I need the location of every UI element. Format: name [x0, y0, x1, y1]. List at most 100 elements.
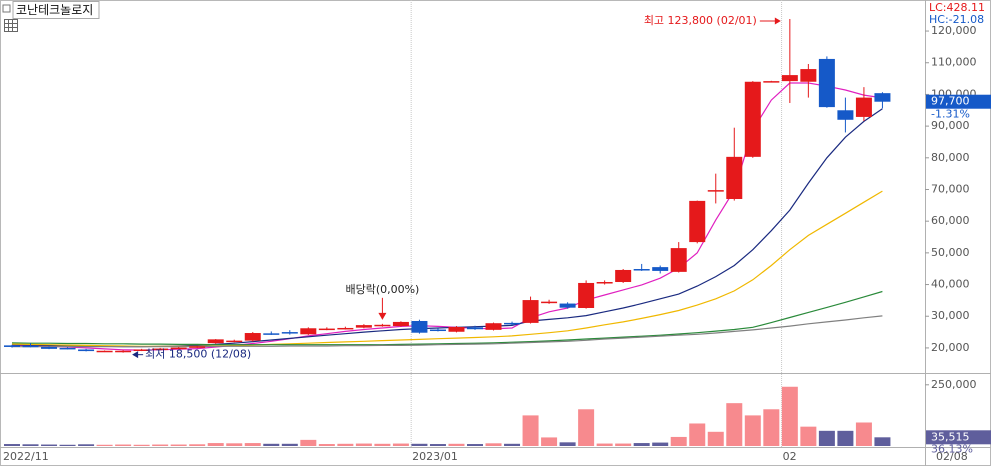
candle-body — [4, 345, 20, 347]
candle-body — [170, 347, 187, 350]
y-tick-label: 80,000 — [931, 151, 970, 164]
x-tick-label: 2022/11 — [3, 450, 49, 463]
candle-body — [485, 323, 502, 330]
candle-body — [41, 346, 58, 349]
candle-body — [133, 349, 150, 352]
volume-bar — [355, 443, 372, 446]
candle-body — [448, 327, 465, 332]
volume-bar — [429, 444, 446, 446]
candle-body — [355, 325, 372, 328]
volume-bar — [41, 444, 58, 446]
title-box[interactable] — [12, 1, 100, 19]
y-tick-label: 20,000 — [931, 341, 970, 354]
candle-body — [874, 93, 891, 102]
last-volume-box — [926, 430, 991, 445]
last-price-box — [926, 94, 991, 109]
candle-body — [689, 200, 706, 243]
volume-bar — [522, 415, 539, 446]
y-tick-label: 40,000 — [931, 278, 970, 291]
volume-bar — [318, 444, 335, 446]
candle-body — [578, 282, 595, 308]
volume-bar — [707, 431, 724, 446]
candle-body — [670, 248, 687, 272]
volume-bar — [337, 443, 354, 446]
volume-bar — [4, 444, 20, 446]
volume-bar — [115, 444, 132, 446]
dividend-annotation: 배당락(0,00%) — [345, 283, 419, 296]
y-tick-label: 110,000 — [931, 56, 977, 69]
volume-bar — [615, 443, 632, 446]
grid-icon[interactable] — [4, 19, 18, 32]
volume-bar — [133, 444, 150, 446]
candle-body — [411, 320, 428, 333]
candle-body — [504, 322, 521, 325]
candle-body — [300, 328, 317, 335]
volume-bar — [855, 422, 872, 446]
volume-bar — [374, 443, 391, 446]
volume-bar — [300, 439, 317, 446]
candle-body — [429, 329, 446, 332]
candle-body — [78, 349, 95, 352]
candle-body — [726, 156, 743, 199]
volume-bar — [670, 436, 687, 446]
volume-bar — [559, 442, 576, 446]
moving-average — [11, 290, 883, 346]
volume-ratio: 36.13% — [931, 442, 973, 455]
candle-body — [652, 267, 669, 271]
volume-bar — [467, 444, 483, 446]
candle-body — [596, 282, 613, 284]
candle-body — [22, 345, 39, 348]
candle-body — [374, 324, 391, 327]
volume-bar — [818, 430, 835, 446]
candle-body — [152, 348, 169, 351]
y-tick-label: 120,000 — [931, 24, 977, 37]
candle-body — [207, 339, 224, 344]
candle-body — [781, 75, 798, 82]
candle-body — [633, 269, 650, 271]
lc-label: LC:428.11 — [929, 1, 985, 14]
change-rate: -1.31% — [931, 108, 970, 121]
volume-bar — [633, 443, 650, 446]
volume-bar — [152, 444, 169, 446]
low-annotation: 최저 18,500 (12/08) — [145, 348, 251, 361]
volume-bar — [504, 443, 521, 446]
volume-bar — [578, 409, 595, 446]
candle-body — [615, 269, 632, 283]
volume-bar — [596, 443, 613, 446]
y-tick-label: 90,000 — [931, 119, 970, 132]
y-tick-label: 60,000 — [931, 214, 970, 227]
volume-bar — [800, 426, 817, 446]
dividend-arrowhead — [378, 312, 387, 320]
candle-body — [115, 350, 132, 353]
volume-bar — [189, 444, 206, 446]
candle-body — [263, 333, 280, 335]
volume-bar — [226, 443, 243, 446]
candle-body — [541, 301, 558, 304]
candle-body — [467, 327, 483, 330]
volume-bar — [763, 409, 780, 446]
volume-bar — [652, 442, 669, 446]
candle-body — [318, 328, 335, 331]
stock-name: 코난테크놀로지 — [16, 3, 93, 17]
volume-bar — [207, 443, 224, 446]
volume-tick-label: 250,000 — [931, 378, 977, 391]
candle-body — [59, 347, 76, 350]
candle-body — [818, 58, 835, 108]
candle-body — [744, 81, 761, 157]
candle-body — [800, 69, 817, 82]
y-tick-label: 30,000 — [931, 309, 970, 322]
candle-body — [226, 340, 243, 343]
high-annotation: 최고 123,800 (02/01) — [644, 14, 757, 27]
volume-bar — [689, 423, 706, 446]
volume-bar — [392, 443, 409, 446]
candle-body — [189, 346, 206, 348]
candle-body — [281, 332, 298, 334]
last-volume: 35,515 — [931, 430, 970, 443]
high-arrowhead — [774, 17, 781, 25]
candle-body — [559, 303, 576, 308]
volume-bar — [874, 437, 891, 446]
menu-icon[interactable] — [2, 4, 11, 13]
candle-body — [244, 333, 261, 341]
volume-bar — [541, 437, 558, 446]
